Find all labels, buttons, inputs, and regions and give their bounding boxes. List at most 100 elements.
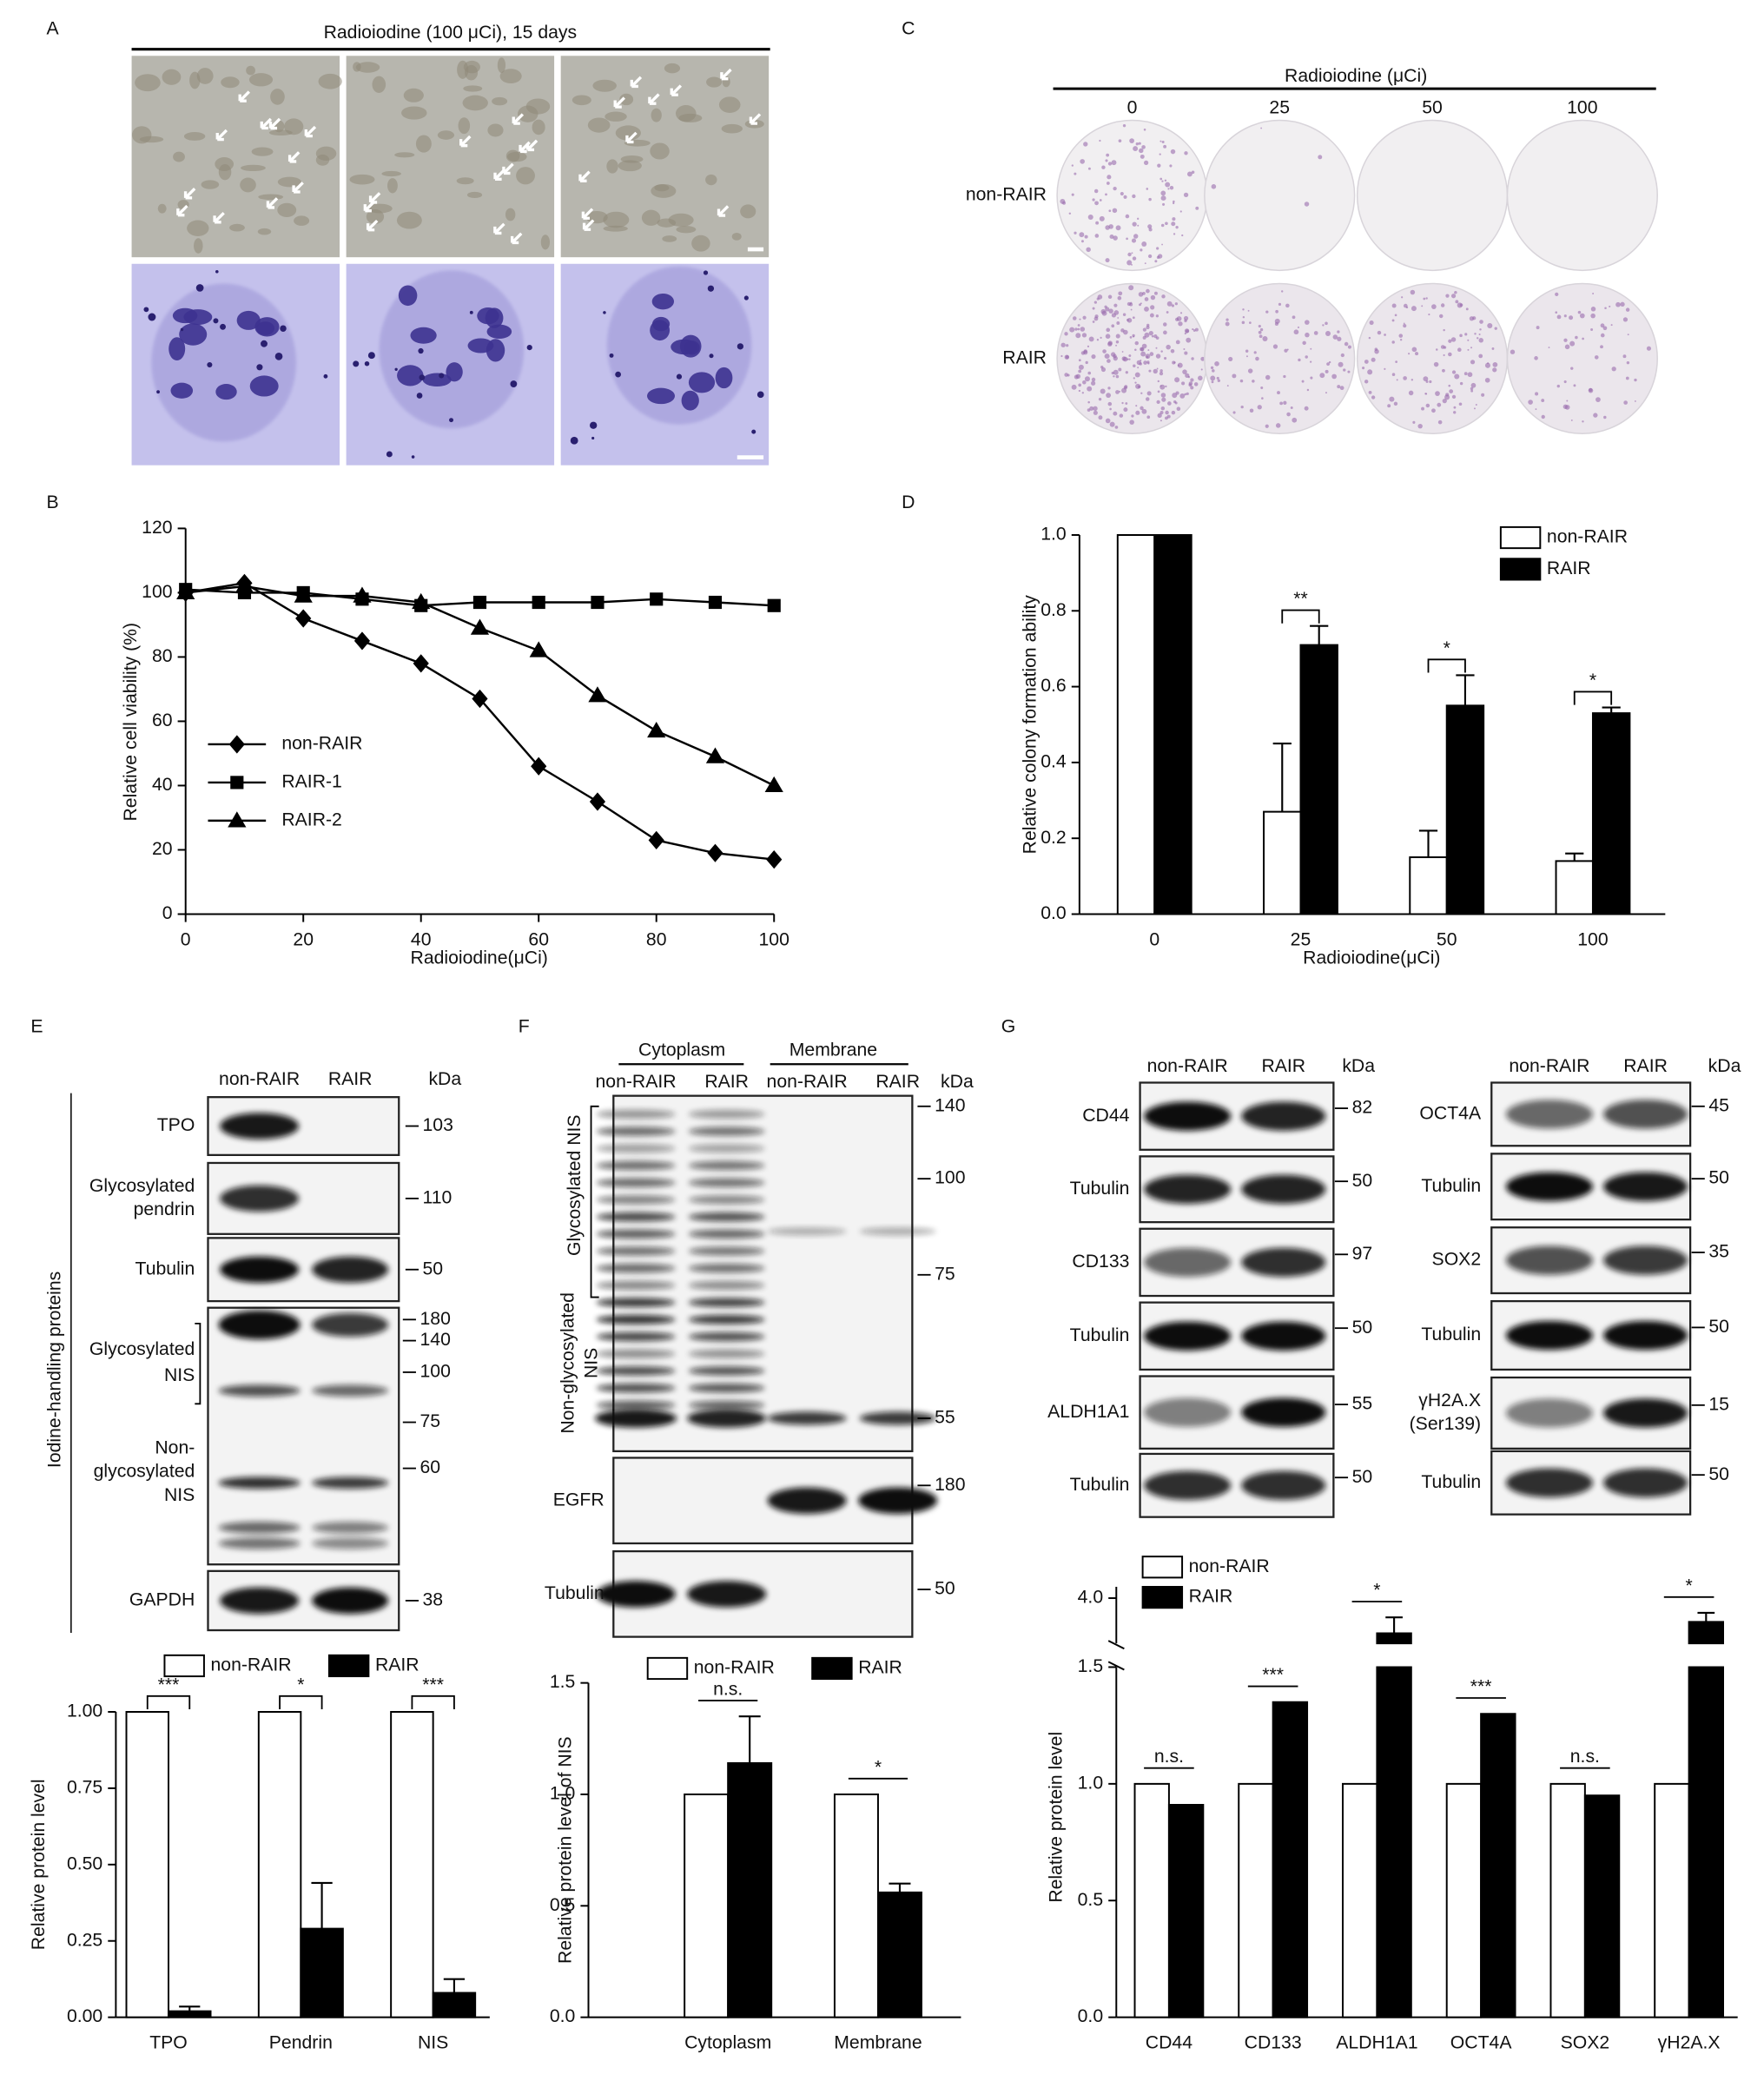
colony: [1459, 334, 1463, 338]
colony: [1435, 348, 1438, 351]
colony: [1259, 334, 1263, 339]
blot-band: [688, 1280, 765, 1291]
colony: [1163, 144, 1167, 149]
blot-band: [596, 1178, 676, 1187]
dish: [1506, 282, 1658, 435]
arrow: [176, 204, 188, 217]
x-axis-label: Radioiodine(μCi): [411, 948, 548, 968]
colony: [1141, 145, 1146, 149]
colony: [1087, 214, 1093, 220]
colony: [1184, 151, 1188, 155]
colony: [1071, 384, 1077, 390]
arrow: [215, 129, 228, 142]
colony: [1159, 140, 1162, 142]
y-axis-label: Relative cell viability (%): [121, 623, 141, 822]
row-label: γH2A.X: [1418, 1391, 1481, 1410]
colony: [1470, 386, 1474, 391]
panel-letter: D: [902, 492, 915, 512]
cell: [437, 130, 455, 140]
arrow: [287, 151, 301, 163]
debris: [195, 284, 204, 292]
colony: [1239, 379, 1244, 383]
colony: [1072, 316, 1077, 320]
error-bar: [1310, 624, 1329, 645]
row-label: non-RAIR: [966, 185, 1047, 205]
bar: [1167, 1804, 1205, 2018]
arrow: [630, 76, 643, 89]
significance-label: *: [875, 1757, 882, 1777]
x-tick-label: Pendrin: [269, 2033, 333, 2053]
panel-title: Radioiodine (μCi): [1285, 66, 1427, 86]
arrow: [749, 113, 762, 125]
colony: [1284, 348, 1288, 353]
colony: [1175, 391, 1179, 395]
colony: [1337, 385, 1341, 389]
blot-band: [859, 1411, 936, 1425]
blot-band: [596, 1195, 676, 1205]
colony: [1128, 285, 1134, 291]
colony: [1423, 297, 1426, 301]
cell: [372, 76, 386, 94]
colony: [1590, 307, 1596, 312]
blot-band: [688, 1160, 765, 1171]
colony: [1137, 224, 1140, 227]
colony: [1139, 303, 1141, 307]
colony: [1160, 406, 1166, 411]
colony: [1144, 332, 1150, 338]
colony: [1186, 337, 1192, 343]
colony: [1091, 380, 1096, 386]
bar: [684, 1793, 730, 2018]
colony: [1593, 413, 1598, 418]
cell: [651, 108, 662, 122]
marker: [470, 618, 490, 635]
colony: [1167, 188, 1170, 190]
debris: [220, 323, 226, 330]
colony: [1465, 307, 1469, 311]
colony: [1275, 309, 1278, 314]
colony: [1257, 405, 1262, 410]
cell: [215, 156, 235, 171]
blot-band: [688, 1383, 765, 1393]
colony: [1169, 185, 1174, 190]
cell: [740, 204, 756, 219]
colony: [1153, 334, 1158, 339]
bar: [390, 1711, 434, 2018]
colony: [1344, 341, 1349, 347]
kda-label: 140: [935, 1095, 965, 1115]
bracket: [195, 1322, 202, 1405]
bar: [1445, 704, 1485, 915]
blot-band: [1603, 1100, 1688, 1129]
bracket: [590, 1105, 599, 1298]
colony: [1556, 314, 1562, 320]
colony: [1148, 228, 1153, 232]
bar: [1654, 1782, 1690, 2018]
colony: [1148, 331, 1153, 336]
colony: [1106, 393, 1112, 399]
colony: [1340, 353, 1344, 358]
blot-band: [596, 1143, 676, 1153]
colony: [1467, 348, 1470, 351]
colony: [1609, 305, 1611, 307]
colony: [1132, 334, 1135, 338]
colony: [1112, 208, 1118, 214]
colony: [1403, 303, 1408, 308]
cell: [516, 167, 535, 185]
cell: [691, 235, 710, 252]
marker: [295, 609, 312, 628]
colony: [1148, 369, 1152, 373]
error-bar: [1456, 674, 1475, 706]
colony: [1487, 322, 1493, 328]
debris: [143, 307, 149, 313]
bar: [1153, 533, 1193, 915]
colony: [1194, 327, 1199, 332]
colony: [1247, 368, 1253, 373]
colony: [1092, 307, 1095, 310]
cell: [466, 191, 483, 199]
colony: [1611, 367, 1616, 372]
colony: [1626, 360, 1630, 365]
marker: [472, 595, 487, 610]
colony: [1099, 199, 1102, 201]
colony: [1160, 190, 1166, 196]
colony: [1171, 304, 1175, 307]
colony: [1369, 320, 1374, 326]
